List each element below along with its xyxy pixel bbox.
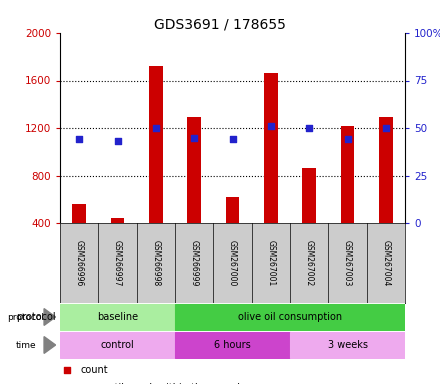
Text: GDS3691 / 178655: GDS3691 / 178655 <box>154 17 286 31</box>
Point <box>306 125 313 131</box>
Text: GSM266999: GSM266999 <box>190 240 199 286</box>
Text: GSM267004: GSM267004 <box>381 240 390 286</box>
Point <box>268 123 275 129</box>
Text: time: time <box>15 341 36 349</box>
Text: control: control <box>101 340 134 350</box>
Text: 3 weeks: 3 weeks <box>327 340 367 350</box>
Bar <box>379 118 392 223</box>
Bar <box>60 304 175 331</box>
Bar <box>60 331 175 358</box>
Text: GSM267001: GSM267001 <box>266 240 275 286</box>
Point <box>292 114 299 120</box>
Bar <box>73 204 86 223</box>
Point <box>229 136 236 142</box>
Text: percentile rank within the sample: percentile rank within the sample <box>81 383 246 384</box>
Text: protocol: protocol <box>7 313 44 321</box>
Bar <box>149 66 162 223</box>
Polygon shape <box>44 337 55 353</box>
Text: protocol: protocol <box>16 312 55 322</box>
Text: GSM267002: GSM267002 <box>304 240 314 286</box>
Point <box>191 134 198 141</box>
Bar <box>341 126 354 223</box>
Point <box>114 138 121 144</box>
Text: baseline: baseline <box>97 312 138 322</box>
Text: GSM266996: GSM266996 <box>75 240 84 286</box>
Point <box>344 136 351 142</box>
Text: GSM266998: GSM266998 <box>151 240 160 286</box>
Bar <box>111 218 124 223</box>
Bar <box>264 73 278 223</box>
Text: GSM267000: GSM267000 <box>228 240 237 286</box>
Text: 6 hours: 6 hours <box>214 340 251 350</box>
Point <box>382 125 389 131</box>
Bar <box>187 118 201 223</box>
Text: olive oil consumption: olive oil consumption <box>238 312 342 322</box>
Text: GSM267003: GSM267003 <box>343 240 352 286</box>
Text: GSM266997: GSM266997 <box>113 240 122 286</box>
Point <box>292 274 299 280</box>
Bar <box>226 197 239 223</box>
Point <box>152 125 159 131</box>
Bar <box>175 331 290 358</box>
Polygon shape <box>44 309 55 325</box>
Text: count: count <box>81 365 108 375</box>
Point <box>76 136 83 142</box>
Bar <box>175 304 405 331</box>
Bar <box>302 168 316 223</box>
Bar <box>290 331 405 358</box>
